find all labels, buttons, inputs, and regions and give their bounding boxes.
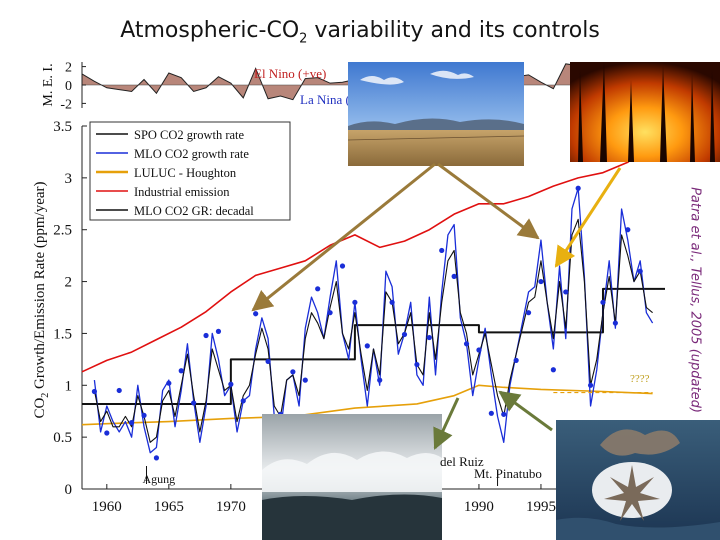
- x-tick-label: 1960: [92, 499, 122, 515]
- y-axis-label-part: CO: [32, 398, 48, 419]
- legend: SPO CO2 growth rate MLO CO2 growth rate LU…: [89, 121, 291, 221]
- y-tick-label: 3.5: [53, 119, 72, 135]
- mlo-annual-point: [600, 299, 606, 305]
- y-axis-label: CO2 Growth/Emission Rate (ppm/year): [32, 181, 51, 418]
- mlo-annual-point: [575, 185, 581, 191]
- legend-label: Industrial emission: [134, 185, 230, 199]
- mlo-annual-point: [240, 398, 246, 404]
- y-tick-label: 2: [65, 275, 73, 291]
- mlo-annual-point: [178, 368, 184, 374]
- mlo-annual-point: [401, 331, 408, 338]
- mlo-annual-point: [525, 310, 532, 316]
- x-tick-label: 1965: [154, 499, 184, 515]
- arrow-to-1980s-peak: [251, 162, 436, 312]
- mlo-annual-point: [513, 357, 519, 363]
- mlo-annual-point: [587, 382, 594, 388]
- legend-label: LULUC - Houghton: [134, 166, 237, 180]
- mlo-annual-point: [91, 388, 98, 395]
- mlo-annual-point: [141, 412, 147, 418]
- grassland-photo: [347, 62, 525, 166]
- y-tick-label: 3: [65, 171, 73, 187]
- mlo-annual-point: [377, 377, 383, 383]
- mei-tick-label: 0: [65, 79, 72, 94]
- mlo-annual-point: [265, 358, 271, 365]
- mlo-annual-point: [563, 289, 569, 295]
- mlo-annual-point: [315, 286, 321, 292]
- mlo-annual-point: [426, 334, 432, 341]
- mlo-annual-point: [501, 411, 507, 417]
- el-nino-label: El Nino (+ve): [254, 66, 326, 81]
- y-axis-label-sub: 2: [40, 393, 51, 398]
- mei-axis-label: M. E. I.: [41, 63, 56, 106]
- mlo-annual-point: [129, 420, 135, 426]
- mlo-annual-point: [414, 361, 420, 368]
- mlo-annual-point: [290, 369, 296, 375]
- unknown-label: ????: [630, 373, 650, 385]
- arrow-volcano-to-dip: [498, 390, 553, 432]
- y-axis-label-part: Growth/Emission Rate (ppm/year): [32, 181, 48, 392]
- mlo-annual-point: [166, 380, 172, 386]
- y-tick-label: 0: [65, 482, 73, 498]
- mlo-growth-line: [93, 187, 654, 454]
- mlo-annual-point: [253, 311, 259, 317]
- mlo-annual-point: [215, 328, 222, 334]
- y-tick-label: 2.5: [53, 223, 72, 239]
- growth-rate-panel: 00.511.522.533.5196019651970197519801985…: [32, 119, 665, 515]
- x-tick-label: 1970: [216, 499, 246, 515]
- mei-tick-label: 2: [65, 61, 72, 76]
- mlo-annual-point: [439, 247, 445, 254]
- mlo-annual-point: [389, 299, 395, 305]
- legend-label: MLO CO2 GR: decadal: [134, 204, 254, 218]
- mlo-annual-point: [637, 268, 643, 274]
- arrow-fire-to-peak: [554, 167, 622, 268]
- slide-title: Atmospheric-CO2 variability and its cont…: [120, 18, 600, 47]
- mlo-annual-point: [476, 347, 482, 353]
- mlo-annual-point: [153, 455, 160, 461]
- mlo-annual-point: [104, 430, 110, 436]
- mlo-annual-point: [191, 400, 197, 406]
- mlo-annual-point: [451, 273, 457, 279]
- legend-label: SPO CO2 growth rate: [134, 128, 245, 142]
- y-tick-label: 0.5: [53, 430, 72, 446]
- mlo-annual-point: [339, 263, 346, 269]
- agung-label: Agung: [143, 472, 176, 486]
- stormy-sea-photo: [262, 414, 442, 540]
- industrial-emission-line: [81, 140, 654, 373]
- mlo-annual-point: [302, 377, 308, 383]
- mlo-annual-point: [538, 278, 544, 285]
- legend-label: MLO CO2 growth rate: [134, 147, 249, 161]
- del-ruiz-label: del Ruiz: [440, 454, 484, 469]
- mlo-annual-point: [488, 410, 494, 416]
- mlo-annual-point: [352, 299, 358, 305]
- mlo-annual-point: [327, 310, 333, 316]
- mlo-annual-point: [203, 332, 209, 339]
- x-tick-label: 1990: [464, 499, 494, 515]
- mlo-annual-point: [116, 387, 122, 394]
- volcano-photo: [556, 420, 720, 540]
- y-tick-label: 1: [65, 378, 73, 394]
- mlo-annual-point: [463, 341, 470, 347]
- y-tick-label: 1.5: [53, 326, 72, 342]
- spo-growth-line: [93, 218, 653, 443]
- pinatubo-label: Mt. Pinatubo: [474, 466, 542, 481]
- x-tick-label: 1995: [526, 499, 556, 515]
- mlo-annual-point: [550, 367, 556, 373]
- mlo-annual-point: [228, 381, 234, 387]
- mlo-annual-point: [364, 343, 370, 349]
- mlo-annual-point: [612, 320, 618, 326]
- arrow-to-1998-peak: [437, 162, 540, 240]
- mei-tick-label: -2: [60, 97, 72, 112]
- arrow-to-1990-dip: [433, 397, 460, 450]
- forest-fire-photo: [570, 62, 720, 162]
- mlo-annual-point: [625, 227, 631, 233]
